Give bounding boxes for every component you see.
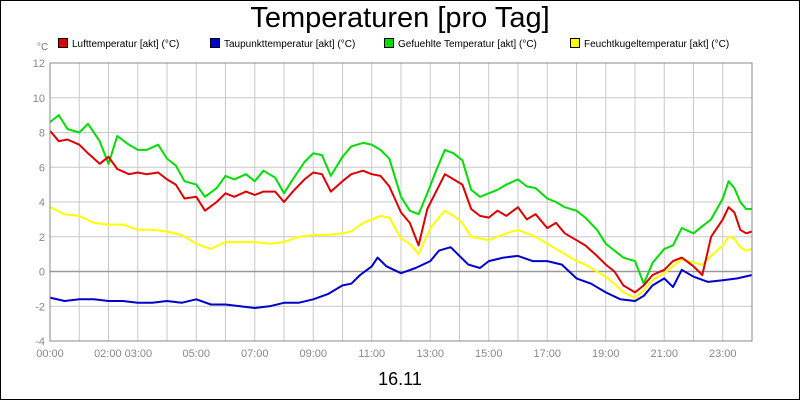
y-axis-unit: °C bbox=[37, 42, 49, 53]
x-tick-label: 00:00 bbox=[36, 348, 64, 360]
legend-swatch-lufttemperatur bbox=[58, 38, 68, 48]
series-line-lufttemperatur bbox=[49, 130, 753, 294]
y-tick-label: 12 bbox=[33, 58, 45, 70]
x-tick-label: 19:00 bbox=[592, 348, 620, 360]
legend-label-lufttemperatur: Lufttemperatur [akt] (°C) bbox=[72, 39, 180, 50]
y-tick-label: 4 bbox=[39, 197, 45, 209]
legend-label-taupunkttemperatur: Taupunkttemperatur [akt] (°C) bbox=[224, 39, 356, 50]
x-tick-label: 15:00 bbox=[475, 348, 503, 360]
legend-label-feuchtkugeltemperatur: Feuchtkugeltemperatur [akt] (°C) bbox=[584, 39, 730, 50]
legend-item-gefuehlte-temperatur: Gefuehlte Temperatur [akt] (°C) bbox=[384, 38, 537, 50]
legend-swatch-feuchtkugeltemperatur bbox=[570, 38, 580, 48]
x-tick-label: 21:00 bbox=[650, 348, 678, 360]
x-tick-label: 17:00 bbox=[533, 348, 561, 360]
x-tick-label: 23:00 bbox=[709, 348, 737, 360]
legend-swatch-gefuehlte-temperatur bbox=[384, 38, 394, 48]
legend-item-lufttemperatur: Lufttemperatur [akt] (°C) bbox=[58, 38, 179, 50]
legend-swatch-taupunkttemperatur bbox=[210, 38, 220, 48]
x-tick-label: 02:00 03:00 bbox=[94, 348, 152, 360]
plot-border bbox=[49, 62, 753, 342]
series-line-taupunkttemperatur bbox=[49, 246, 753, 309]
series-line-feuchtkugeltemperatur bbox=[49, 206, 753, 299]
x-tick-label: 13:00 bbox=[416, 348, 444, 360]
y-tick-label: -2 bbox=[35, 301, 45, 313]
x-tick-label: 11:00 bbox=[358, 348, 385, 360]
series-line-gefuehlte-temperatur bbox=[49, 114, 752, 285]
legend-item-feuchtkugeltemperatur: Feuchtkugeltemperatur [akt] (°C) bbox=[570, 38, 729, 50]
y-tick-label: 10 bbox=[33, 93, 45, 105]
y-tick-label: 6 bbox=[39, 162, 45, 174]
chart-title: Temperaturen [pro Tag] bbox=[250, 2, 550, 34]
x-axis-caption: 16.11 bbox=[378, 369, 422, 389]
legend-label-gefuehlte-temperatur: Gefuehlte Temperatur [akt] (°C) bbox=[398, 39, 537, 50]
x-tick-label: 09:00 bbox=[299, 348, 327, 360]
y-tick-label: 2 bbox=[39, 232, 45, 244]
y-tick-label: -4 bbox=[35, 336, 45, 348]
x-tick-label: 05:00 bbox=[182, 348, 210, 360]
x-tick-label: 07:00 bbox=[241, 348, 269, 360]
legend-item-taupunkttemperatur: Taupunkttemperatur [akt] (°C) bbox=[210, 38, 355, 50]
y-tick-label: 8 bbox=[39, 128, 45, 140]
y-tick-label: 0 bbox=[39, 267, 45, 279]
